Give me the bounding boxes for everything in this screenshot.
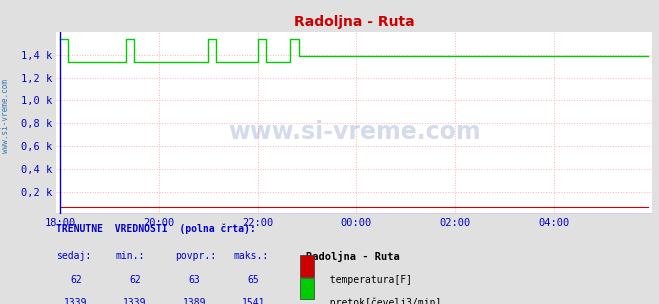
Text: 1541: 1541: [242, 298, 266, 304]
Text: 1339: 1339: [123, 298, 147, 304]
Text: pretok[čevelj3/min]: pretok[čevelj3/min]: [318, 298, 442, 304]
Text: 65: 65: [248, 275, 260, 285]
Text: www.si-vreme.com: www.si-vreme.com: [228, 120, 480, 144]
Text: 62: 62: [70, 275, 82, 285]
Text: temperatura[F]: temperatura[F]: [318, 275, 413, 285]
Text: TRENUTNE  VREDNOSTI  (polna črta):: TRENUTNE VREDNOSTI (polna črta):: [56, 223, 256, 234]
Text: www.si-vreme.com: www.si-vreme.com: [1, 78, 10, 153]
Text: min.:: min.:: [115, 251, 145, 261]
Title: Radoljna - Ruta: Radoljna - Ruta: [294, 16, 415, 29]
Text: sedaj:: sedaj:: [56, 251, 91, 261]
Text: 1339: 1339: [64, 298, 88, 304]
Text: 62: 62: [129, 275, 141, 285]
Text: povpr.:: povpr.:: [175, 251, 215, 261]
Text: Radoljna - Ruta: Radoljna - Ruta: [306, 251, 400, 262]
Text: maks.:: maks.:: [234, 251, 269, 261]
Text: 63: 63: [188, 275, 200, 285]
Text: 1389: 1389: [183, 298, 206, 304]
